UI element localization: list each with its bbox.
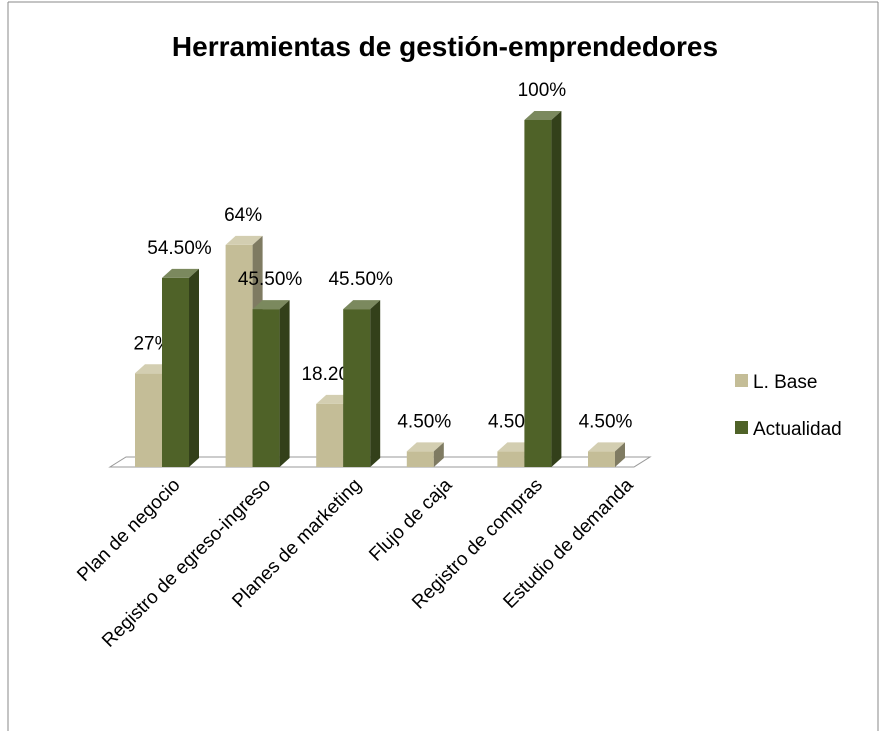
- bar: [588, 442, 625, 467]
- bar-front: [524, 120, 552, 467]
- x-tick-label: Registro de egreso-ingreso: [98, 475, 275, 652]
- bar-front: [343, 309, 371, 467]
- bar-top: [406, 442, 444, 452]
- bar-top: [524, 111, 562, 120]
- bar: [162, 268, 199, 467]
- bar-front: [225, 244, 253, 467]
- data-label: 54.50%: [147, 238, 212, 259]
- bar-front: [252, 309, 280, 467]
- bar-top: [225, 235, 263, 245]
- data-label: 45.50%: [328, 269, 393, 290]
- data-label: 45.50%: [238, 269, 303, 290]
- legend-swatch: [735, 374, 748, 387]
- bar-top: [588, 442, 625, 452]
- bar-side: [433, 442, 444, 467]
- bar-top: [343, 300, 381, 310]
- bar: [343, 300, 381, 467]
- x-tick-label: Flujo de caja: [365, 474, 456, 565]
- legend-label: Actualidad: [753, 419, 842, 440]
- data-label: 4.50%: [579, 411, 633, 432]
- bar: [252, 300, 290, 467]
- floor: [108, 456, 652, 468]
- data-label: 64%: [224, 205, 262, 226]
- data-label: 4.50%: [397, 411, 451, 432]
- legend-label: L. Base: [753, 372, 817, 393]
- bar-front: [135, 373, 162, 467]
- bar: [524, 111, 562, 467]
- chart-title: Herramientas de gestión-emprendedores: [172, 31, 718, 62]
- bar-side: [189, 268, 199, 467]
- bar-top: [252, 300, 290, 310]
- bar-front: [497, 451, 525, 467]
- bar-side: [370, 300, 381, 467]
- bar-front: [316, 403, 344, 467]
- legend-swatch: [735, 421, 748, 434]
- bar-side: [551, 111, 562, 467]
- bar-side: [615, 442, 625, 467]
- bar-front: [588, 451, 615, 467]
- bar-top: [162, 268, 199, 278]
- data-label: 100%: [518, 80, 567, 101]
- bar-front: [406, 451, 434, 467]
- bar: [406, 442, 444, 467]
- bar-side: [279, 300, 290, 467]
- bar-front: [162, 277, 189, 467]
